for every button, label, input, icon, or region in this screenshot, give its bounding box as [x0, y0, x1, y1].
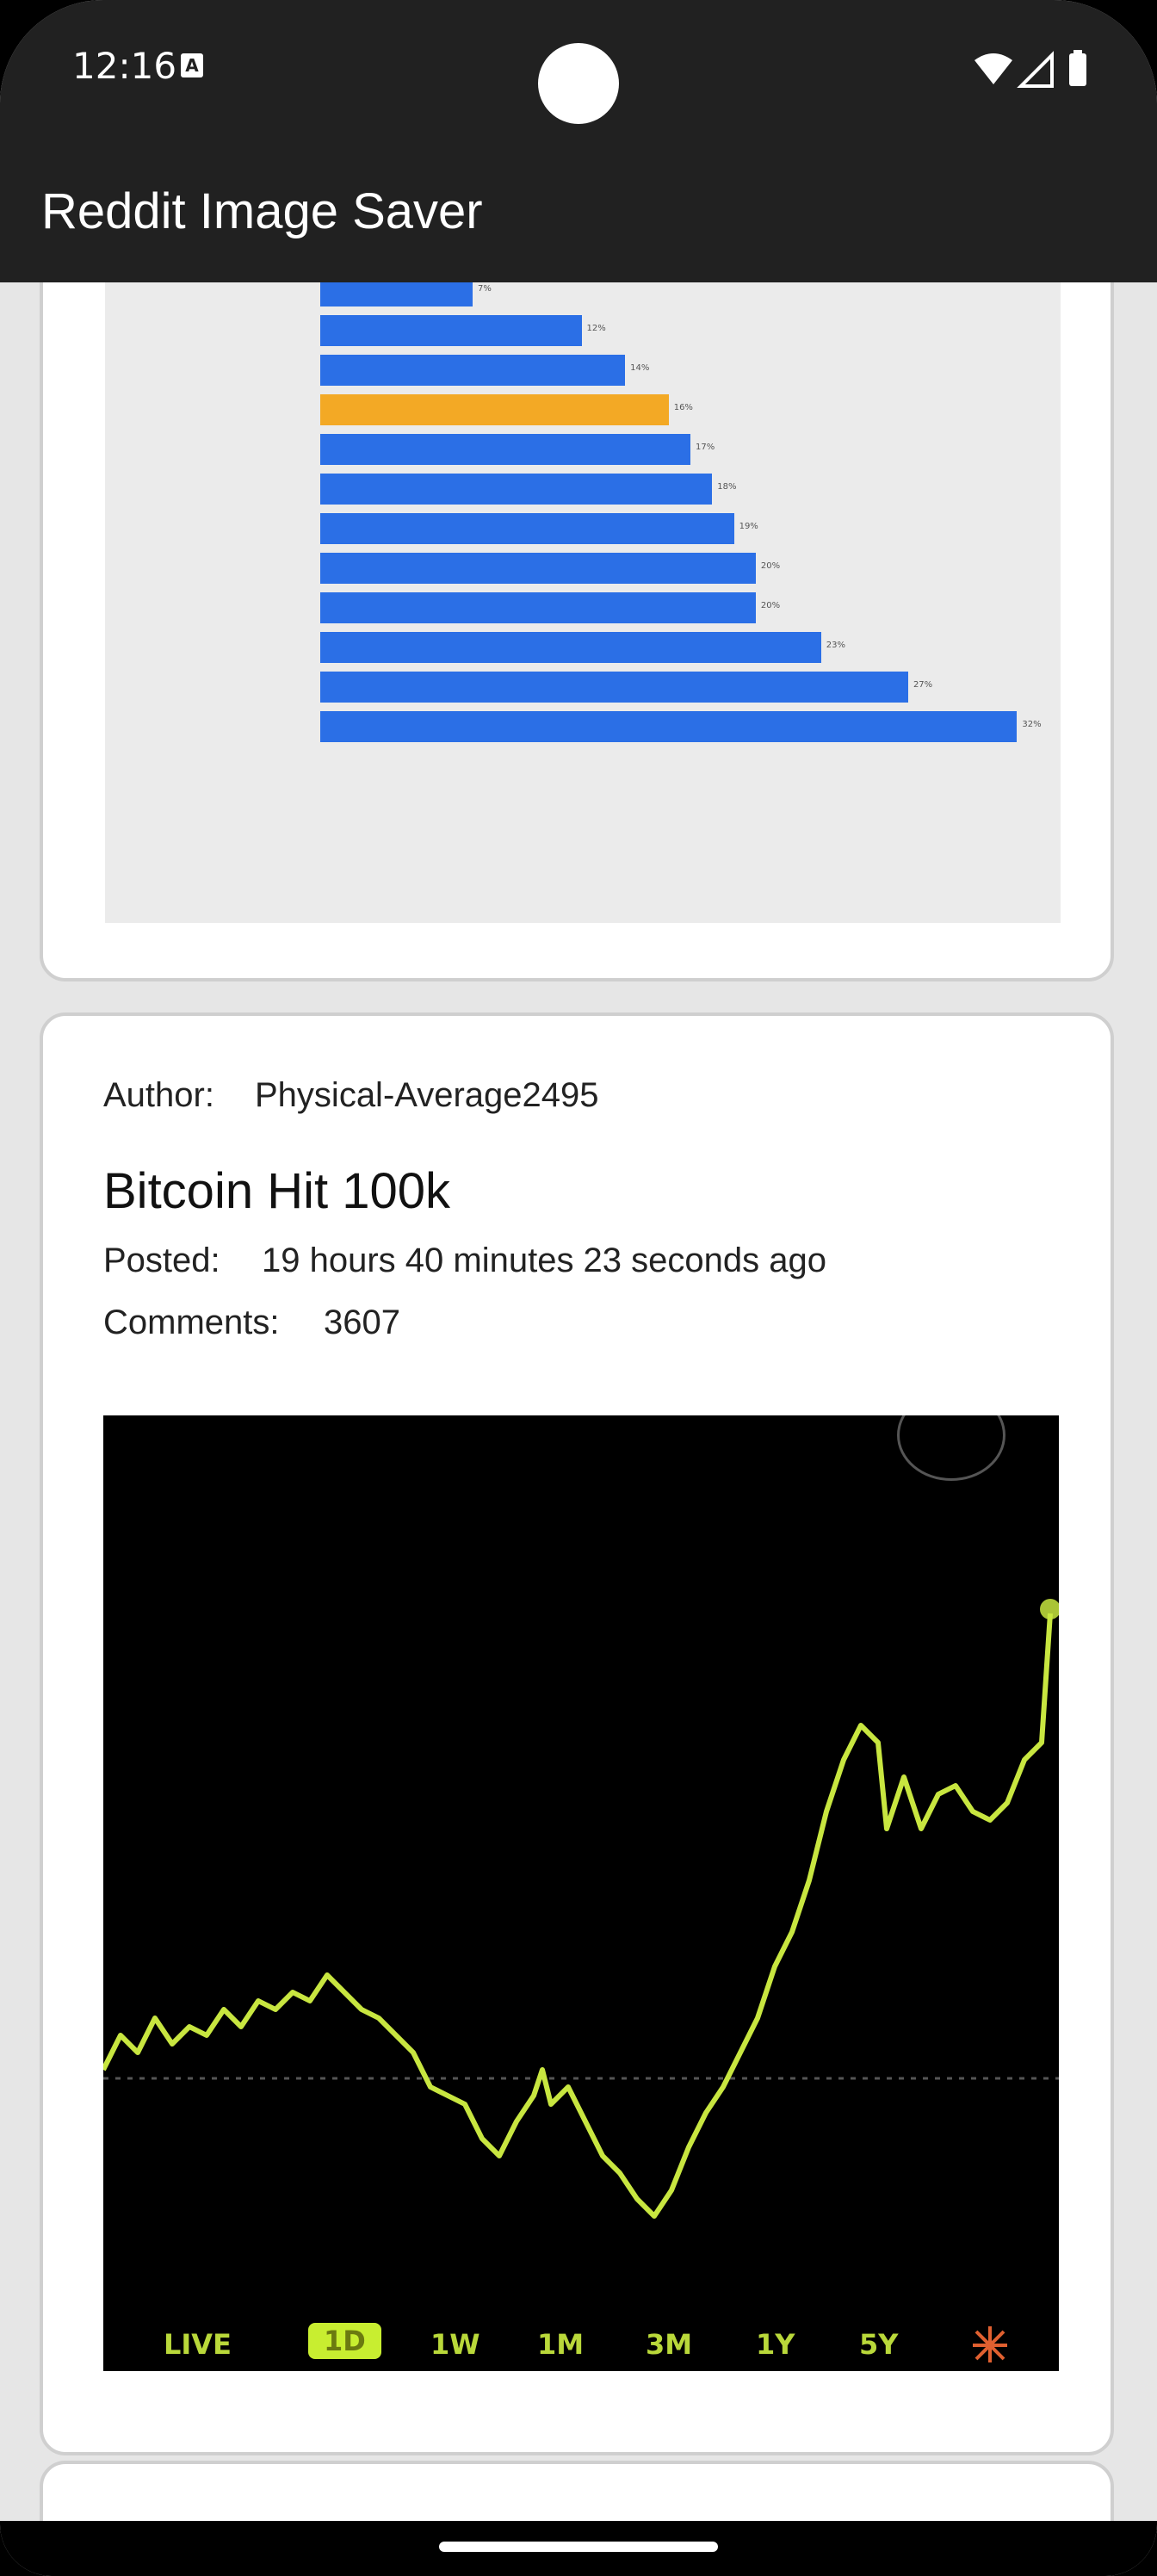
- wifi-icon: [974, 53, 1012, 84]
- range-tab-1y: 1Y: [756, 2328, 795, 2361]
- bar-value-label: 32%: [1022, 720, 1042, 729]
- post-feed[interactable]: 7% 12% 14% 16% 17% 18% 19% 20% 20% 23% 27% 32% Auth…: [0, 282, 1157, 2521]
- comments-count: 3607: [324, 1303, 400, 1341]
- bar: [320, 394, 669, 425]
- author-name: Physical-Average2495: [255, 1076, 599, 1114]
- bar: [320, 592, 756, 623]
- post-card[interactable]: [40, 2461, 1114, 2521]
- bar-value-label: 7%: [478, 284, 492, 294]
- bar-value-label: 23%: [826, 641, 845, 650]
- bitcoin-icon: [973, 2326, 1007, 2362]
- home-gesture-pill[interactable]: [439, 2542, 718, 2552]
- range-tab-3m: 3M: [646, 2328, 693, 2361]
- post-image-bar-chart[interactable]: 7% 12% 14% 16% 17% 18% 19% 20% 20% 23% 27% 32%: [105, 282, 1061, 923]
- bar: [320, 711, 1018, 742]
- notification-icon: A: [181, 53, 203, 77]
- comments-label: Comments:: [103, 1303, 280, 1341]
- bar-value-label: 17%: [696, 443, 715, 452]
- post-title: Bitcoin Hit 100k: [103, 1163, 450, 1219]
- range-tab-live: LIVE: [164, 2328, 232, 2361]
- bar: [320, 315, 582, 346]
- range-tab-5y: 5Y: [859, 2328, 899, 2361]
- post-card[interactable]: 7% 12% 14% 16% 17% 18% 19% 20% 20% 23% 27% 32%: [40, 282, 1114, 981]
- bar-value-label: 18%: [717, 482, 737, 492]
- bar-value-label: 14%: [630, 363, 650, 373]
- status-bar: 12:16 A: [0, 0, 1157, 138]
- post-card[interactable]: Author: Physical-Average2495 Bitcoin Hit…: [40, 1012, 1114, 2455]
- signal-icon: [1017, 51, 1054, 88]
- bar: [320, 553, 756, 584]
- status-icons: [974, 50, 1086, 88]
- posted-label: Posted:: [103, 1242, 220, 1279]
- app-bar: Reddit Image Saver: [0, 138, 1157, 282]
- range-tab-1w: 1W: [430, 2328, 480, 2361]
- bar-value-label: 19%: [739, 522, 758, 531]
- range-tab-1d: 1D: [308, 2323, 381, 2359]
- status-time: 12:16: [72, 45, 177, 87]
- battery-icon: [1069, 53, 1086, 86]
- bar: [320, 474, 713, 505]
- bar: [320, 282, 473, 307]
- bar-value-label: 20%: [760, 561, 781, 571]
- bar-value-label: 12%: [586, 324, 606, 333]
- post-image-price-chart[interactable]: LIVE 1D 1W 1M 3M 1Y 5Y: [103, 1415, 1059, 2371]
- bar: [320, 513, 734, 544]
- bar-value-label: 27%: [913, 680, 933, 690]
- bar: [320, 672, 908, 703]
- bar: [320, 355, 626, 386]
- app-title: Reddit Image Saver: [41, 183, 483, 239]
- camera-cutout: [538, 43, 619, 124]
- bar-value-label: 20%: [760, 601, 781, 610]
- price-line-chart: [103, 1599, 1059, 2219]
- bar: [320, 632, 821, 663]
- range-tab-1m: 1M: [537, 2328, 585, 2361]
- posted-time: 19 hours 40 minutes 23 seconds ago: [262, 1242, 826, 1279]
- navigation-bar: [0, 2521, 1157, 2576]
- author-label: Author:: [103, 1076, 214, 1114]
- bar-value-label: 16%: [673, 403, 693, 412]
- bar: [320, 434, 690, 465]
